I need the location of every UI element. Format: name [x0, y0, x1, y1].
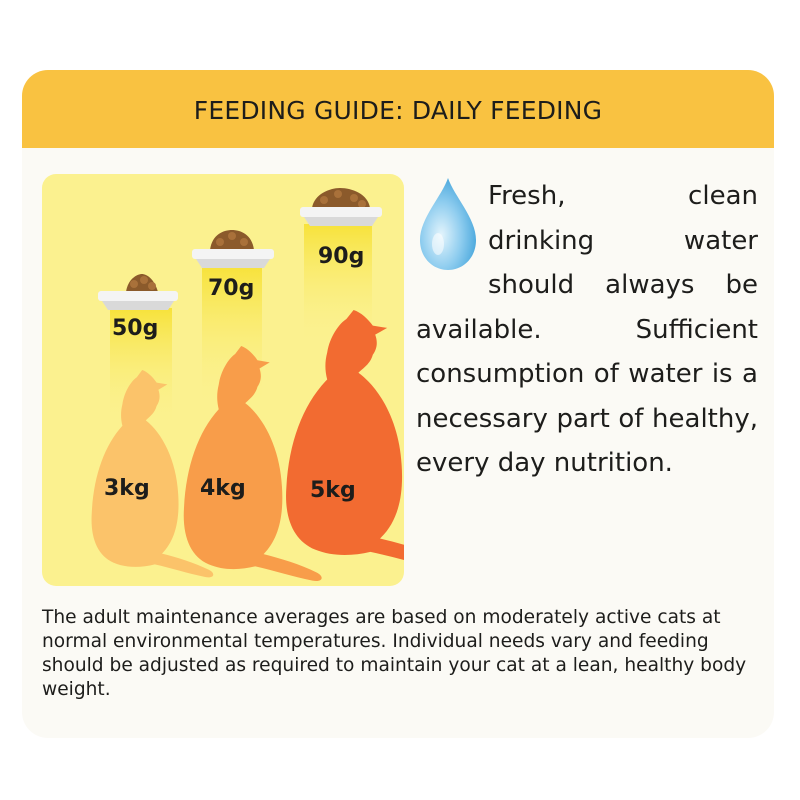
banner-title: FEEDING GUIDE: DAILY FEEDING [193, 95, 603, 125]
feeding-footnote: The adult maintenance averages are based… [42, 607, 747, 700]
cat-weight-label: 5kg [310, 478, 356, 503]
water-note-text: Fresh, clean drinking water should alway… [416, 181, 758, 478]
food-amount-label: 50g [112, 316, 159, 341]
food-amount-label: 90g [318, 244, 365, 269]
food-bowl-icon [98, 274, 178, 310]
food-bowl-icon [300, 188, 382, 226]
feeding-guide-card: FEEDING GUIDE: DAILY FEEDING [22, 70, 774, 738]
cat-silhouette-large [286, 310, 404, 569]
food-bowl-icon [192, 230, 274, 268]
feeding-illustration: 50g 70g 90g 3kg 4kg 5kg [42, 174, 404, 586]
title-banner: FEEDING GUIDE: DAILY FEEDING [22, 70, 774, 148]
cat-weight-label: 4kg [200, 476, 246, 501]
feeding-illustration-svg [91, 188, 404, 582]
water-note: Fresh, clean drinking water should alway… [416, 174, 758, 486]
food-amount-label: 70g [208, 276, 255, 301]
cat-weight-label: 3kg [104, 476, 150, 501]
water-drop-icon [420, 178, 476, 270]
